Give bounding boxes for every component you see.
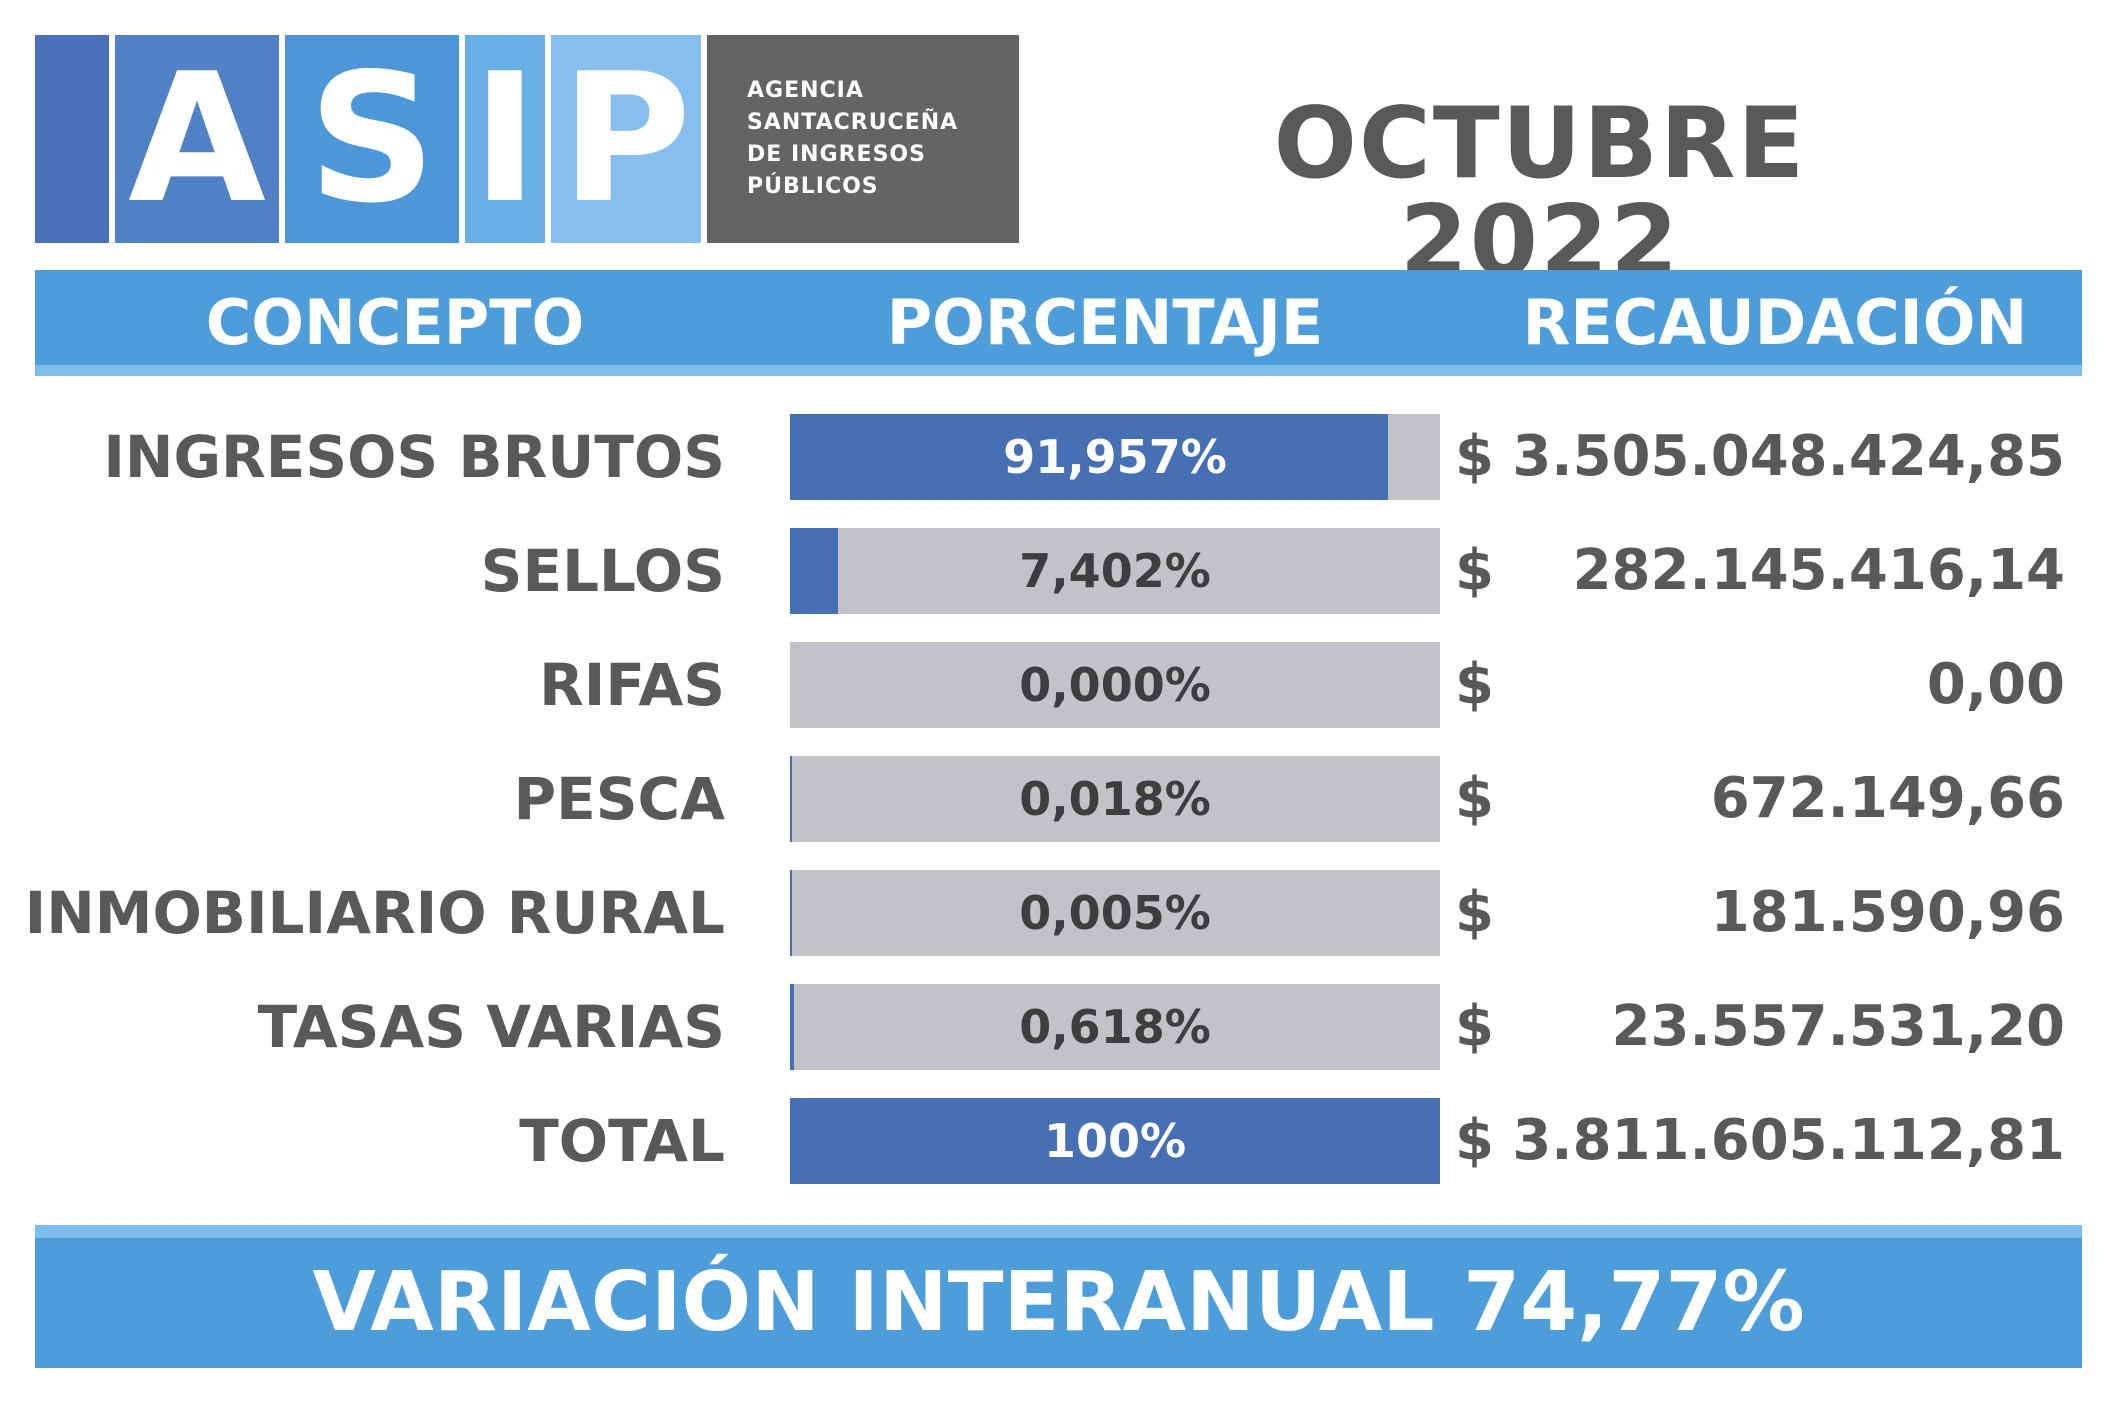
table-row: TOTAL 100% $3.811.605.112,81 bbox=[0, 1098, 2117, 1184]
header-collection: RECAUDACIÓN bbox=[1522, 286, 2028, 359]
currency-symbol: $ bbox=[1455, 1108, 1494, 1173]
percentage-bar-track: 91,957% bbox=[790, 414, 1440, 500]
logo-accent-strip bbox=[35, 35, 109, 243]
concept-label: RIFAS bbox=[539, 651, 725, 719]
percentage-bar bbox=[790, 1098, 1440, 1184]
table-row: INMOBILIARIO RURAL 0,005% $181.590,96 bbox=[0, 870, 2117, 956]
percentage-bar-track: 0,005% bbox=[790, 870, 1440, 956]
table-row: TASAS VARIAS 0,618% $23.557.531,20 bbox=[0, 984, 2117, 1070]
concept-label: TASAS VARIAS bbox=[257, 993, 725, 1061]
concept-label: INGRESOS BRUTOS bbox=[103, 423, 725, 491]
concept-label: INMOBILIARIO RURAL bbox=[24, 879, 725, 947]
logo-letter-a: A bbox=[115, 35, 279, 243]
agency-line: AGENCIA bbox=[747, 78, 864, 103]
table-header: CONCEPTO PORCENTAJE RECAUDACIÓN bbox=[35, 270, 2082, 376]
logo-letter-s: S bbox=[285, 35, 459, 243]
agency-name: AGENCIA SANTACRUCEÑA DE INGRESOS PÚBLICO… bbox=[707, 35, 1019, 243]
percentage-bar bbox=[790, 756, 792, 842]
percentage-bar-track: 0,000% bbox=[790, 642, 1440, 728]
amount-value: 3.811.605.112,81 bbox=[1512, 1108, 2065, 1173]
agency-line: SANTACRUCEÑA bbox=[747, 110, 959, 135]
percentage-label: 0,005% bbox=[1019, 886, 1211, 940]
currency-symbol: $ bbox=[1455, 994, 1494, 1059]
table-row: SELLOS 7,402% $282.145.416,14 bbox=[0, 528, 2117, 614]
period-title: OCTUBRE 2022 bbox=[1273, 87, 1807, 299]
currency-symbol: $ bbox=[1455, 766, 1494, 831]
percentage-bar-track: 7,402% bbox=[790, 528, 1440, 614]
amount-value: 0,00 bbox=[1926, 652, 2065, 717]
table-row: INGRESOS BRUTOS 91,957% $3.505.048.424,85 bbox=[0, 414, 2117, 500]
percentage-label: 100% bbox=[1043, 1114, 1187, 1168]
concept-label: PESCA bbox=[513, 765, 725, 833]
concept-label: TOTAL bbox=[519, 1107, 725, 1175]
percentage-bar bbox=[790, 870, 792, 956]
currency-symbol: $ bbox=[1455, 652, 1494, 717]
amount-value: 181.590,96 bbox=[1710, 880, 2065, 945]
amount-value: 672.149,66 bbox=[1710, 766, 2065, 831]
percentage-label: 7,402% bbox=[1019, 544, 1211, 598]
logo-letter-p: P bbox=[551, 35, 701, 243]
percentage-label: 91,957% bbox=[1003, 430, 1227, 484]
table-row: PESCA 0,018% $672.149,66 bbox=[0, 756, 2117, 842]
percentage-label: 0,000% bbox=[1019, 658, 1211, 712]
currency-symbol: $ bbox=[1455, 424, 1494, 489]
logo-letter-i: I bbox=[465, 35, 545, 243]
percentage-bar-track: 0,618% bbox=[790, 984, 1440, 1070]
amount-value: 3.505.048.424,85 bbox=[1512, 424, 2065, 489]
header-concept: CONCEPTO bbox=[205, 286, 585, 359]
currency-symbol: $ bbox=[1455, 880, 1494, 945]
percentage-bar bbox=[790, 528, 839, 614]
percentage-label: 0,018% bbox=[1019, 772, 1211, 826]
footer-bar: VARIACIÓN INTERANUAL 74,77% bbox=[35, 1225, 2082, 1368]
currency-symbol: $ bbox=[1455, 538, 1494, 603]
table-row: RIFAS 0,000% $0,00 bbox=[0, 642, 2117, 728]
agency-line: PÚBLICOS bbox=[747, 174, 879, 199]
year-over-year-variation: VARIACIÓN INTERANUAL 74,77% bbox=[312, 1255, 1805, 1350]
amount-value: 282.145.416,14 bbox=[1572, 538, 2065, 603]
amount-value: 23.557.531,20 bbox=[1611, 994, 2065, 1059]
percentage-bar bbox=[790, 984, 795, 1070]
percentage-bar-track: 100% bbox=[790, 1098, 1440, 1184]
percentage-bar-track: 0,018% bbox=[790, 756, 1440, 842]
percentage-label: 0,618% bbox=[1019, 1000, 1211, 1054]
concept-label: SELLOS bbox=[480, 537, 725, 605]
asip-logo: A S I P AGENCIA SANTACRUCEÑA DE INGRESOS… bbox=[35, 35, 1019, 243]
agency-line: DE INGRESOS bbox=[747, 142, 926, 167]
percentage-bar bbox=[790, 414, 1388, 500]
header-percentage: PORCENTAJE bbox=[886, 286, 1324, 359]
